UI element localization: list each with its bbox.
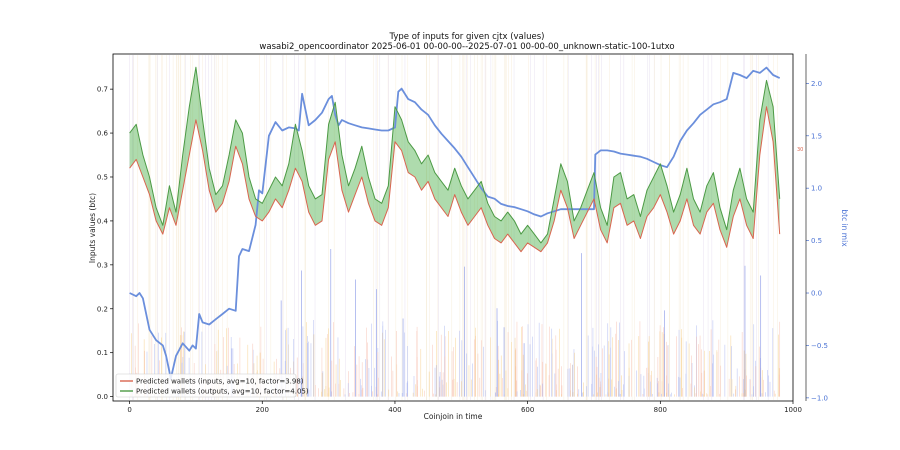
x-tick-label: 0: [127, 406, 131, 414]
y2-tick-label: 0.5: [811, 237, 822, 245]
y2-tick-label: 1.5: [811, 132, 822, 140]
inputs-outputs-gap-area: [129, 67, 780, 252]
x-tick-label: 400: [388, 406, 401, 414]
legend-label-inputs: Predicted wallets (inputs, avg=10, facto…: [136, 378, 304, 386]
y-axis-label: Inputs values (btc): [88, 193, 97, 263]
outputs-series-line: [129, 66, 781, 244]
y2-tick-label: −0.5: [811, 342, 828, 350]
x-axis-label: Coinjoin in time: [424, 412, 483, 421]
y-tick-label: 0.1: [97, 349, 108, 357]
x-tick-label: 800: [654, 406, 667, 414]
y2-marker-label: 30: [797, 147, 803, 153]
y2-tick-label: 0.0: [811, 290, 822, 298]
x-tick-label: 1000: [784, 406, 802, 414]
y-tick-label: 0.7: [97, 86, 108, 94]
y2-axis-label: btc in mix: [840, 209, 849, 247]
background-vertical-lines: [129, 55, 778, 400]
axes: 0 200 400 600 800 1000 0.0 0.1 0.2 0.3 0.4 0.5 0.6 0.…: [97, 54, 828, 414]
y2-tick-label: 1.0: [811, 185, 822, 193]
series-gap-fill: [129, 67, 780, 252]
legend-label-outputs: Predicted wallets (outputs, avg=10, fact…: [136, 388, 309, 396]
y2-tick-label: −1.0: [811, 394, 828, 402]
plot-frame: [112, 53, 794, 402]
legend-box: [115, 373, 297, 398]
chart-title: Type of inputs for given cjtx (values): [389, 32, 545, 42]
inputs-series-line: [129, 106, 781, 253]
y2-tick-label: 2.0: [811, 80, 822, 88]
y-tick-label: 0.2: [97, 305, 108, 313]
x-tick-label: 600: [521, 406, 534, 414]
btc-in-mix-line: [129, 66, 781, 380]
x-tick-label: 200: [256, 406, 269, 414]
y-tick-label: 0.5: [97, 173, 108, 181]
y-tick-label: 0.3: [97, 261, 108, 269]
y-tick-label: 0.6: [97, 130, 109, 138]
y-tick-label: 0.0: [97, 393, 108, 401]
y-tick-label: 0.4: [97, 217, 109, 225]
legend: Predicted wallets (inputs, avg=10, facto…: [115, 373, 309, 398]
series-lines: [129, 66, 781, 380]
chart-subtitle: wasabi2_opencoordinator 2025-06-01 00-00…: [259, 42, 674, 52]
